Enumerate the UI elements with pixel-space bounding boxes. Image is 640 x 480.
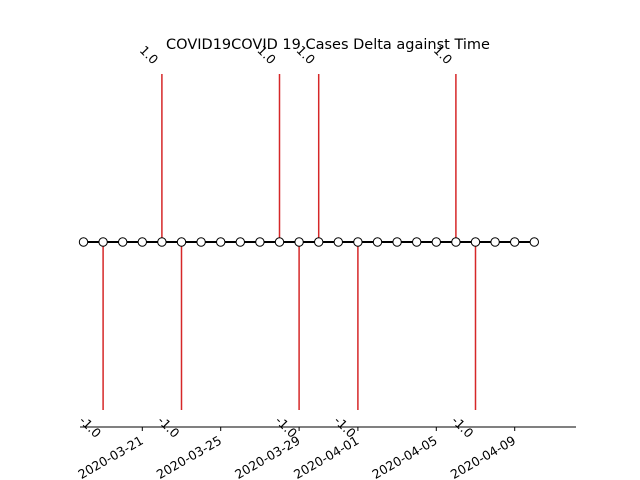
marker-2020-04-02 (372, 237, 383, 247)
marker-2020-04-03 (392, 237, 402, 247)
marker-2020-04-07 (470, 237, 481, 247)
marker-2020-03-27 (255, 237, 265, 247)
value-label-2020-04-07: -1.0 (449, 413, 477, 441)
marker-2020-03-19 (98, 237, 108, 247)
x-tick-label-2020-03-29: 2020-03-29 (232, 433, 302, 480)
marker-2020-03-20 (118, 237, 128, 247)
value-label-2020-03-19: -1.0 (76, 413, 104, 441)
marker-2020-04-10 (529, 237, 539, 247)
marker-2020-03-28 (274, 237, 285, 247)
value-label-2020-03-23: -1.0 (155, 413, 183, 441)
marker-2020-03-31 (333, 237, 343, 247)
x-tick-label-2020-04-01: 2020-04-01 (291, 433, 361, 480)
marker-2020-04-09 (510, 237, 520, 247)
marker-2020-04-04 (412, 237, 422, 247)
markers (78, 237, 539, 247)
marker-2020-03-25 (216, 237, 226, 247)
marker-2020-03-30 (314, 237, 324, 247)
x-tick-label-2020-03-25: 2020-03-25 (154, 433, 224, 480)
x-ticks: 2020-03-21 2020-03-25 2020-03-292020-04-01… (75, 427, 518, 480)
marker-2020-03-24 (196, 237, 206, 247)
value-label-2020-03-22: 1.0 (137, 42, 162, 67)
marker-2020-03-22 (157, 237, 167, 247)
x-tick-label-2020-04-09: 2020-04-09 (448, 433, 518, 480)
chart-title: COVID19COVID 19 Cases Delta against Time (166, 37, 490, 53)
x-tick-label-2020-04-05: 2020-04-05 (369, 433, 439, 480)
marker-2020-04-05 (431, 237, 441, 247)
stems (102, 74, 477, 410)
marker-2020-04-06 (451, 237, 461, 247)
marker-2020-03-23 (176, 237, 187, 247)
x-tick-label-2020-03-21: 2020-03-21 (75, 433, 145, 480)
marker-2020-03-26 (235, 237, 246, 247)
marker-2020-04-08 (490, 237, 500, 247)
marker-2020-03-21 (137, 237, 148, 247)
marker-2020-04-01 (353, 237, 363, 247)
marker-2020-03-29 (294, 237, 304, 247)
marker-2020-03-18 (78, 237, 89, 247)
